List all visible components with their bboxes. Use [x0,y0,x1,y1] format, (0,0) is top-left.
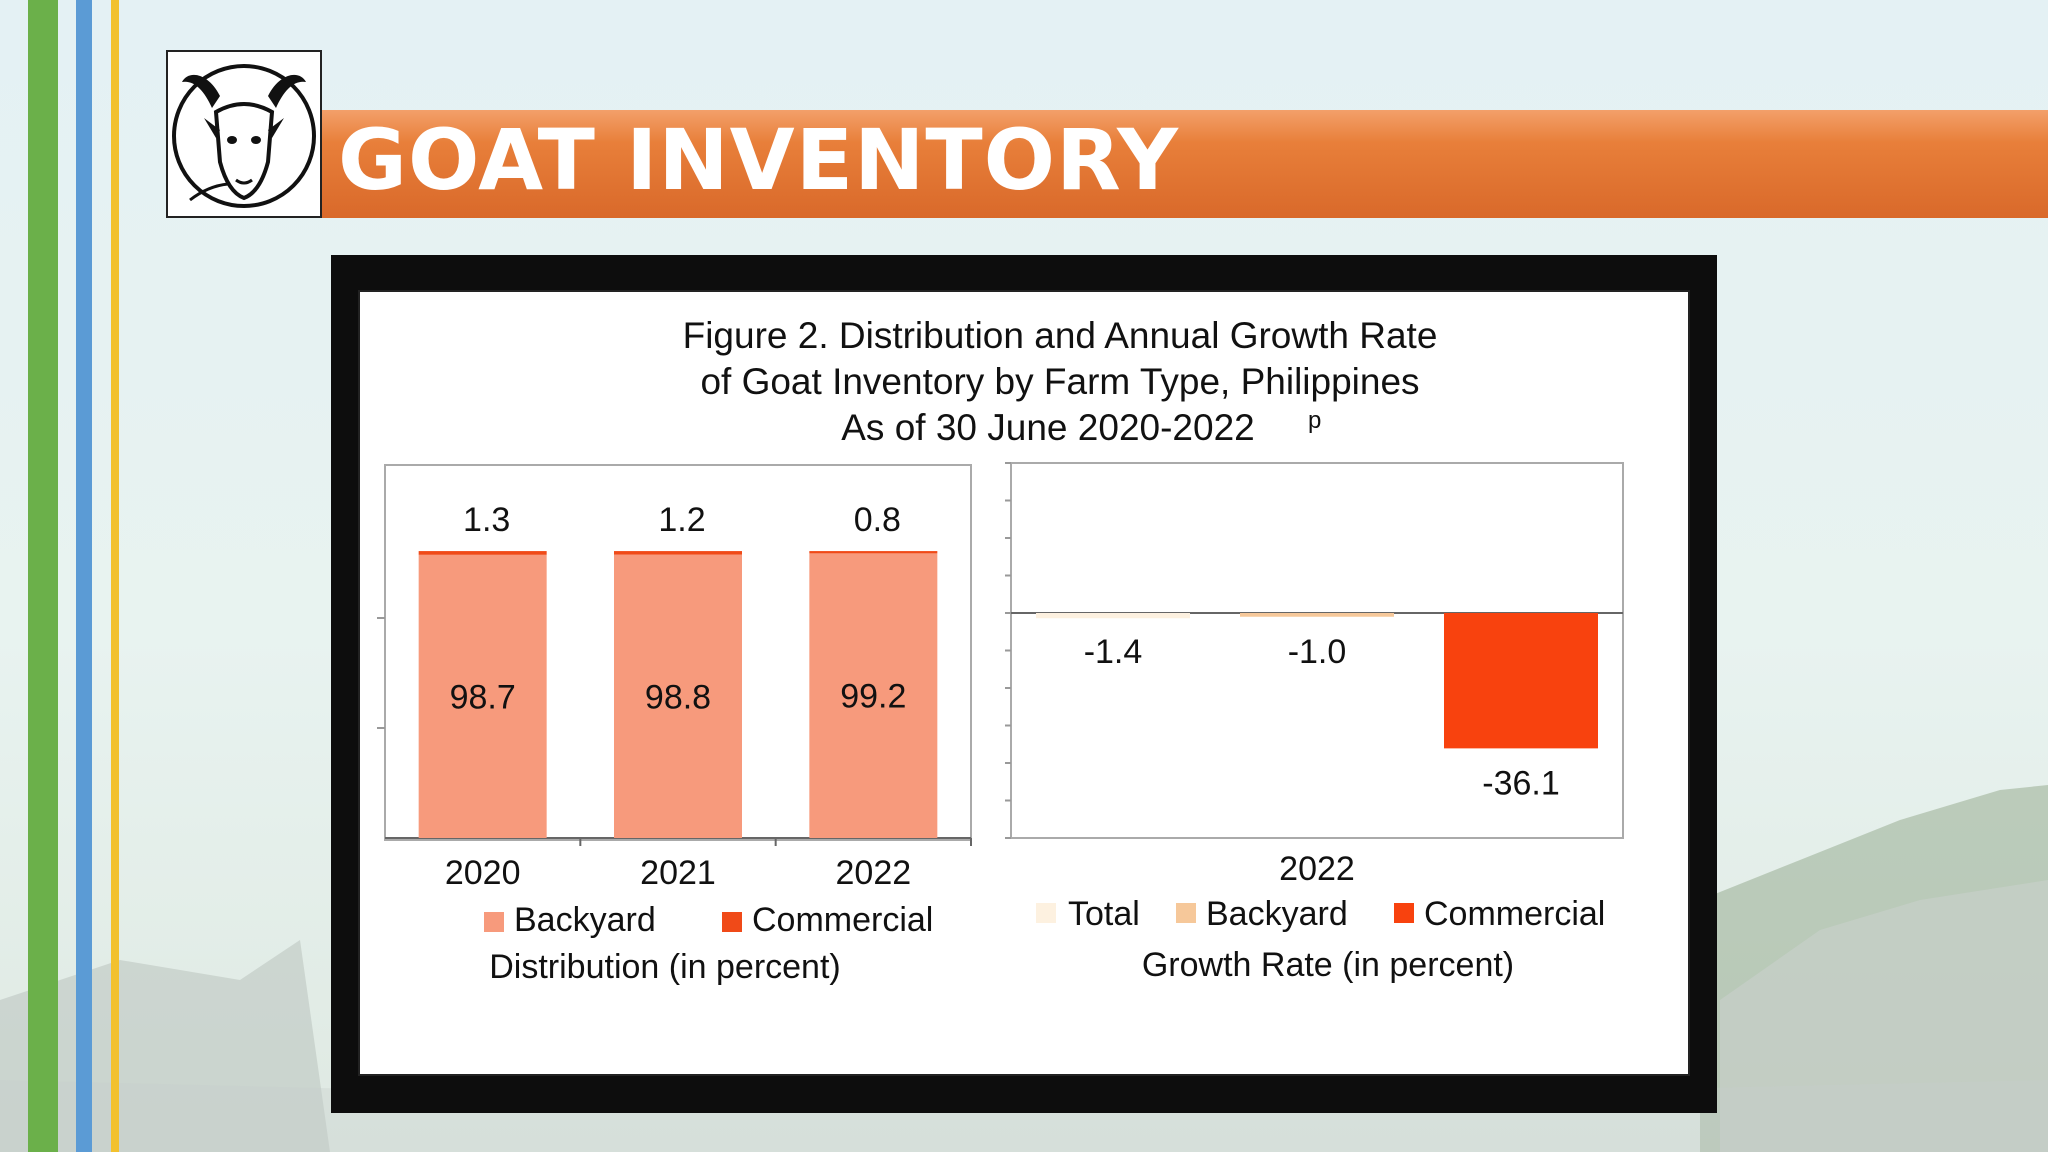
left-chart-labels: 98.7 1.3 2020 98.8 1.2 2021 99.2 0.8 2022 [445,501,911,892]
bar-backyard-2022 [809,553,938,838]
legend-swatch-total [1036,903,1056,923]
right-chart-xlabel: Growth Rate (in percent) [1142,946,1514,984]
bar-growth-backyard [1240,613,1394,617]
figure-title-line-2: of Goat Inventory by Farm Type, Philippi… [700,361,1419,402]
legend-label-commercial-left: Commercial [752,901,933,939]
figure-title-superscript: p [1308,407,1321,434]
legend-swatch-commercial-right [1394,903,1414,923]
bar-commercial-2022 [809,551,938,554]
x-tick-label-2022: 2022 [1279,850,1355,888]
data-label-backyard-2022: 99.2 [840,678,906,716]
data-label-commercial-2020: 1.3 [463,501,510,539]
legend-swatch-commercial-left [722,912,742,932]
left-chart-bars [418,551,938,838]
left-plot-area [384,464,972,841]
legend-label-total: Total [1068,895,1140,933]
data-label-growth-backyard: -1.0 [1288,633,1347,671]
bar-backyard-2021 [614,554,742,838]
data-label-growth-total: -1.4 [1084,633,1143,671]
stripe-yellow [111,0,119,1152]
bar-backyard-2020 [418,554,547,838]
title-band [322,110,2048,218]
legend-label-backyard-left: Backyard [514,901,656,939]
bar-commercial-2021 [614,551,742,555]
stripe-blue [76,0,92,1152]
figure-chart: Figure 2. Distribution and Annual Growth… [377,315,1624,986]
slide-title: GOAT INVENTORY [338,111,1179,209]
data-label-commercial-2022: 0.8 [854,501,901,539]
right-chart-bars [1036,613,1598,749]
stripe-green [28,0,58,1152]
legend-label-backyard-right: Backyard [1206,895,1348,933]
x-tick-label-2021: 2021 [640,854,716,892]
legend-swatch-backyard-left [484,912,504,932]
x-tick-label-2020: 2020 [445,854,521,892]
goat-head-icon [172,64,316,208]
bar-growth-commercial [1444,613,1598,749]
data-label-growth-commercial: -36.1 [1482,764,1560,802]
figure-title-line-3: As of 30 June 2020-2022 [841,407,1255,448]
figure-title-line-1: Figure 2. Distribution and Annual Growth… [683,315,1438,356]
legend-label-commercial-right: Commercial [1424,895,1605,933]
x-tick-label-2022: 2022 [836,854,912,892]
bar-commercial-2020 [418,551,547,555]
logo-box [166,50,322,218]
left-chart-xlabel: Distribution (in percent) [489,948,840,986]
data-label-backyard-2021: 98.8 [645,678,711,716]
data-label-backyard-2020: 98.7 [450,678,516,716]
data-label-commercial-2021: 1.2 [658,501,705,539]
right-chart-labels: -1.4 -1.0 -36.1 2022 [1084,633,1560,888]
legend-swatch-backyard-right [1176,903,1196,923]
bar-growth-total [1036,613,1190,619]
